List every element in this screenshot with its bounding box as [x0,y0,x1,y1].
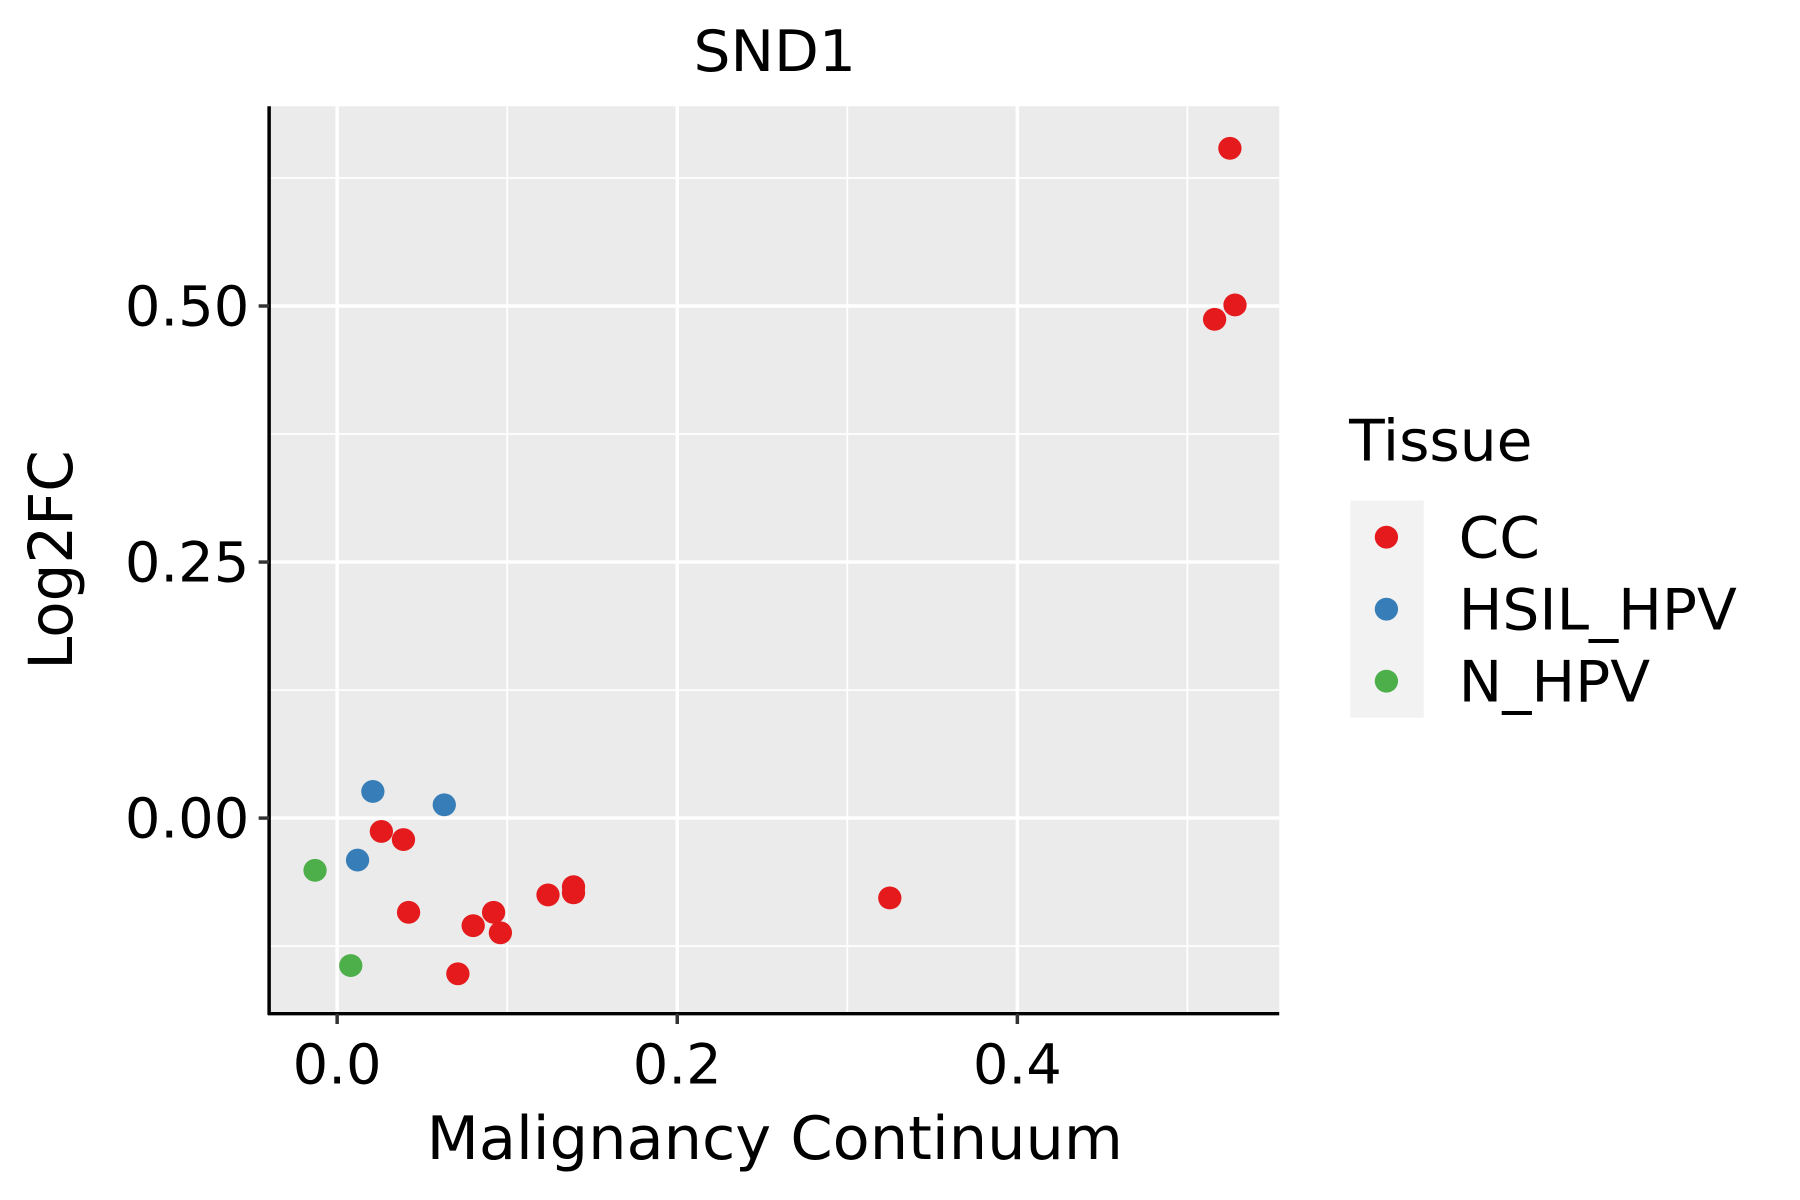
data-point-cc [391,828,416,852]
data-point-cc [1202,307,1227,331]
plot-panel [269,106,1280,1014]
y-axis-label: Log2FC [17,450,88,670]
x-axis-ticks: 0.0 0.2 0.4 [293,1013,1062,1097]
major-gridlines [269,106,1280,1014]
data-point-cc [369,819,394,843]
data-point-cc [461,914,485,938]
legend-key-cc [1374,525,1399,549]
legend-key-hsil-hpv [1374,597,1399,621]
data-point-cc [878,886,902,910]
legend-label: CC [1459,504,1540,571]
data-point-cc [446,962,470,986]
y-tick-label: 0.50 [125,276,249,339]
data-point-cc [561,881,586,905]
data-point-hsil-hpv [361,780,385,803]
data-point-n-hpv [303,858,327,882]
minor-gridlines [269,106,1280,1014]
y-tick-label: 0.00 [125,788,249,851]
chart-title: SND1 [694,17,856,84]
data-point-cc [1218,136,1242,160]
data-point-cc [536,883,560,907]
legend-key-n-hpv [1374,669,1399,693]
data-point-cc [481,900,506,924]
data-point-hsil-hpv [345,848,370,872]
y-tick-label: 0.25 [125,532,249,595]
x-tick-label: 0.4 [973,1034,1062,1097]
data-point-cc [488,921,513,945]
data-point-cc [1223,293,1247,317]
x-tick-label: 0.2 [633,1034,722,1097]
y-axis-ticks: 0.00 0.25 0.50 [125,276,270,851]
data-points [303,136,1247,986]
legend-title: Tissue [1348,407,1532,474]
x-tick-label: 0.0 [293,1034,382,1097]
legend-label: N_HPV [1459,648,1650,715]
data-point-n-hpv [339,954,363,978]
data-point-cc [396,900,421,924]
x-axis-label: Malignancy Continuum [427,1104,1123,1173]
data-point-hsil-hpv [432,793,456,817]
legend-label: HSIL_HPV [1459,576,1737,643]
